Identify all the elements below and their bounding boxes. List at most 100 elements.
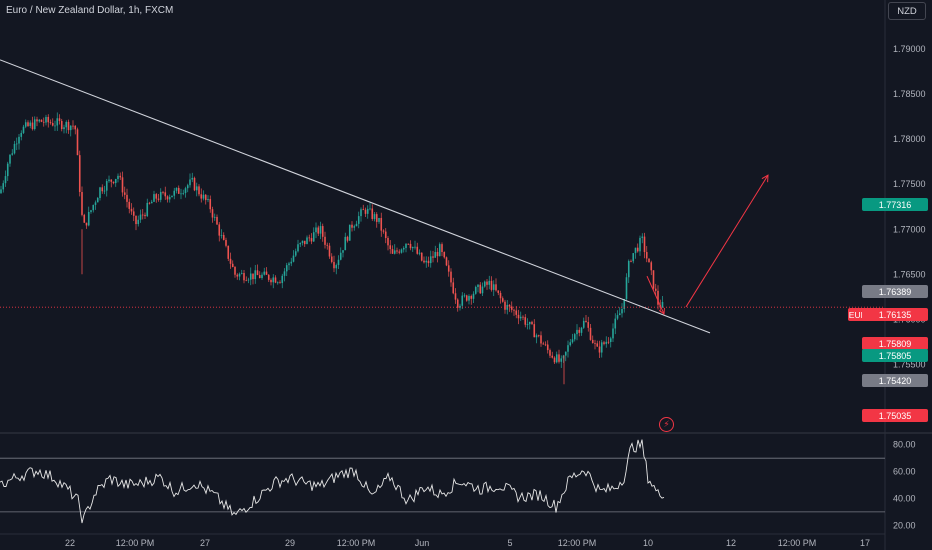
candle-body: [180, 193, 182, 195]
candle-body: [312, 232, 315, 242]
candle-body: [402, 247, 405, 250]
candle-body: [454, 293, 457, 300]
candle-body: [603, 342, 605, 344]
candle-body: [578, 329, 581, 333]
candle-body: [252, 273, 254, 280]
candle-body: [189, 179, 191, 186]
price-tick-label: 1.76500: [893, 269, 926, 279]
candle-body: [108, 179, 110, 182]
candle-body: [76, 129, 79, 156]
candle-body: [333, 261, 335, 269]
candle-body: [256, 270, 259, 276]
candle-body: [90, 210, 92, 212]
candle-body: [513, 309, 515, 311]
candle-body: [126, 194, 128, 202]
candle-body: [15, 143, 18, 145]
price-tag-upper-green: 1.77316: [862, 198, 928, 211]
candle-body: [119, 175, 122, 178]
candle-body: [243, 273, 245, 281]
candle-body: [249, 273, 252, 280]
candle-body: [299, 242, 302, 245]
candle-body: [0, 189, 2, 194]
currency-button[interactable]: NZD: [888, 2, 926, 20]
candle-body: [652, 270, 655, 289]
candle-body: [283, 271, 286, 276]
candle-body: [416, 246, 419, 254]
candle-body: [195, 186, 198, 191]
candle-body: [112, 181, 115, 184]
candle-body: [364, 209, 367, 214]
trendline: [0, 59, 711, 334]
candle-body: [184, 188, 187, 194]
candle-body: [63, 127, 65, 130]
candle-body: [166, 196, 169, 200]
candle-body: [445, 257, 448, 266]
time-tick-label: 10: [643, 538, 653, 548]
candle-body: [465, 295, 468, 301]
candle-body: [630, 260, 632, 262]
candle-body: [569, 342, 572, 346]
candle-body: [200, 194, 203, 199]
candle-body: [99, 187, 101, 198]
candle-body: [632, 253, 635, 262]
candle-body: [198, 186, 200, 195]
candle-body: [504, 301, 506, 310]
candle-body: [301, 240, 304, 243]
candle-body: [391, 249, 394, 254]
candle-body: [420, 252, 423, 261]
candle-body: [378, 217, 380, 222]
candle-body: [234, 266, 236, 275]
candle-body: [94, 202, 97, 205]
candle-body: [510, 306, 513, 310]
price-tick-label: 1.77500: [893, 179, 926, 189]
time-tick-label: 12:00 PM: [778, 538, 817, 548]
candle-body: [643, 236, 646, 253]
candle-body: [155, 194, 158, 199]
candle-body: [261, 274, 263, 279]
candle-body: [517, 314, 520, 319]
price-tag-red-bottom: 1.75035: [862, 409, 928, 422]
candle-body: [470, 295, 473, 299]
candle-body: [168, 197, 171, 200]
candle-body: [641, 236, 644, 238]
candle-body: [218, 224, 221, 236]
candle-body: [461, 295, 464, 306]
candle-body: [366, 208, 369, 214]
candle-body: [101, 187, 104, 192]
candle-body: [528, 321, 531, 325]
candle-body: [452, 282, 455, 294]
candle-body: [443, 251, 446, 258]
candle-body: [483, 281, 486, 287]
candle-body: [263, 271, 266, 275]
oscillator-tick-label: 40.00: [893, 493, 916, 503]
candle-body: [4, 176, 7, 184]
candle-body: [636, 247, 639, 252]
candle-body: [54, 125, 56, 127]
candle-body: [330, 256, 333, 262]
candle-body: [441, 244, 443, 252]
lightning-icon[interactable]: ⚡: [659, 417, 674, 432]
candle-body: [571, 339, 574, 343]
candle-body: [580, 327, 583, 333]
candle-body: [654, 288, 657, 291]
candle-body: [238, 273, 241, 277]
candle-body: [589, 327, 592, 340]
candle-body: [357, 216, 360, 224]
candle-body: [148, 202, 151, 204]
candle-body: [481, 286, 484, 294]
candle-body: [211, 209, 214, 218]
candle-body: [474, 286, 477, 294]
candle-body: [96, 197, 99, 203]
candle-body: [501, 298, 504, 302]
candle-body: [337, 259, 340, 266]
oscillator-tick-label: 80.00: [893, 440, 916, 450]
candle-body: [468, 295, 470, 301]
candle-body: [661, 301, 664, 308]
candle-body: [285, 265, 288, 272]
candle-body: [139, 214, 142, 220]
candle-body: [564, 351, 567, 356]
price-tag-grey-low: 1.75420: [862, 374, 928, 387]
candle-body: [9, 154, 11, 164]
price-tag-red-low: 1.75809: [862, 337, 928, 350]
